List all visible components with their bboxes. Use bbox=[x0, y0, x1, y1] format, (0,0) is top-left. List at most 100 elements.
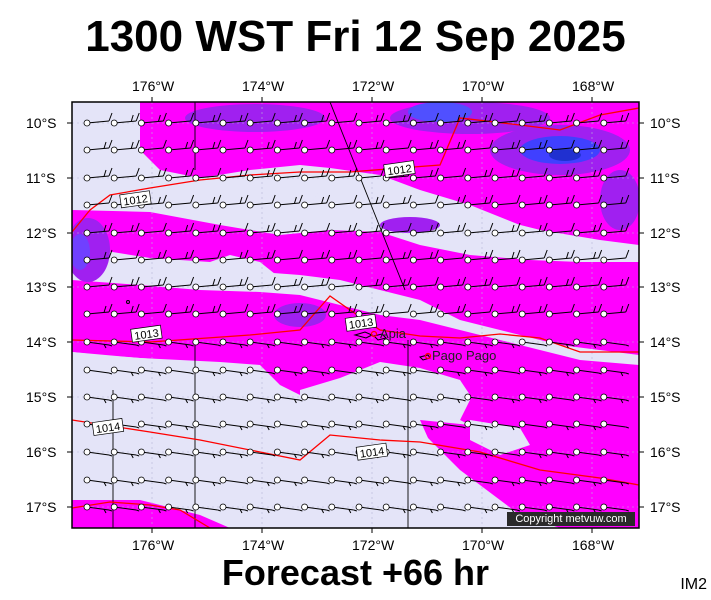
wind-barb bbox=[192, 393, 221, 404]
wind-barb bbox=[382, 338, 412, 349]
place-label-apia: Apia bbox=[380, 326, 407, 341]
lat-label-left: 17°S bbox=[26, 499, 57, 515]
isobar-label: 1013 bbox=[130, 324, 163, 343]
wind-barb bbox=[137, 303, 167, 318]
wind-barb bbox=[219, 139, 249, 154]
wind-barb bbox=[328, 194, 358, 209]
wind-barb bbox=[573, 303, 603, 318]
wind-barb bbox=[328, 303, 358, 318]
wind-barb bbox=[355, 249, 385, 264]
wind-barb bbox=[273, 420, 303, 429]
wind-barb bbox=[328, 167, 358, 182]
wind-barb bbox=[328, 476, 357, 487]
wind-barb bbox=[573, 249, 603, 264]
wind-barb bbox=[518, 194, 548, 209]
wind-barb bbox=[192, 112, 222, 127]
wind-barb bbox=[192, 476, 221, 487]
wind-barb bbox=[328, 338, 357, 349]
lat-label-right: 14°S bbox=[650, 334, 681, 350]
wind-barb bbox=[600, 112, 630, 127]
wind-barb bbox=[546, 194, 575, 209]
wind-barb bbox=[273, 249, 303, 264]
wind-barb bbox=[573, 338, 602, 349]
wind-barb bbox=[219, 276, 249, 291]
wind-barb bbox=[382, 139, 412, 154]
wind-barb bbox=[355, 303, 385, 318]
wind-barb bbox=[355, 222, 385, 237]
wind-barb bbox=[437, 503, 466, 512]
wind-barb bbox=[83, 303, 113, 318]
wind-barb bbox=[437, 448, 466, 459]
wind-barb bbox=[137, 476, 167, 485]
wind-barb bbox=[219, 222, 249, 237]
wind-barb bbox=[328, 276, 358, 291]
wind-barb bbox=[600, 420, 629, 429]
wind-barb bbox=[464, 222, 494, 237]
wind-barb bbox=[219, 167, 249, 182]
wind-barb bbox=[546, 222, 575, 237]
wind-barb bbox=[328, 503, 357, 514]
wind-barb bbox=[573, 276, 603, 291]
wind-barb bbox=[165, 112, 195, 127]
wind-barb bbox=[192, 448, 221, 459]
wind-barb bbox=[355, 112, 385, 127]
wind-barb bbox=[409, 139, 439, 154]
wind-barb bbox=[137, 503, 167, 514]
wind-barb bbox=[219, 338, 249, 349]
wind-barb bbox=[409, 448, 439, 457]
wind-barb bbox=[301, 503, 330, 514]
wind-barb bbox=[409, 393, 439, 404]
wind-barb bbox=[355, 194, 385, 209]
wind-barb bbox=[165, 249, 195, 264]
wind-barb bbox=[437, 276, 467, 291]
wind-barb bbox=[491, 476, 521, 487]
lat-label-left: 14°S bbox=[26, 334, 57, 350]
wind-barb bbox=[301, 276, 331, 291]
wind-barb bbox=[355, 420, 385, 429]
wind-barb bbox=[573, 503, 602, 514]
wind-barb bbox=[165, 448, 194, 457]
lon-label-top: 170°W bbox=[462, 78, 505, 94]
wind-barb bbox=[437, 194, 467, 209]
wind-barb bbox=[246, 222, 276, 237]
wind-barb bbox=[600, 303, 630, 318]
wind-barb bbox=[409, 503, 439, 514]
lat-label-left: 15°S bbox=[26, 389, 57, 405]
wind-barb bbox=[328, 139, 358, 154]
wind-barb bbox=[355, 393, 385, 404]
wind-barb bbox=[382, 276, 412, 291]
svg-text:1013: 1013 bbox=[348, 317, 374, 332]
wind-barb bbox=[464, 420, 493, 431]
place-markers bbox=[370, 330, 432, 360]
wind-barb bbox=[518, 476, 548, 487]
wind-barb bbox=[328, 222, 358, 237]
wind-barb bbox=[110, 366, 140, 377]
wind-barb bbox=[219, 420, 249, 431]
wind-barb bbox=[83, 167, 113, 182]
wind-barb bbox=[600, 366, 629, 377]
isobar-label: 1014 bbox=[355, 442, 389, 461]
wind-barb bbox=[110, 448, 140, 459]
wind-barb bbox=[464, 249, 494, 264]
lat-label-right: 16°S bbox=[650, 444, 681, 460]
wind-barb bbox=[518, 249, 548, 264]
wind-barb bbox=[382, 249, 412, 264]
wind-barb bbox=[409, 222, 439, 237]
lat-label-left: 10°S bbox=[26, 115, 57, 131]
wind-barb bbox=[273, 503, 303, 512]
wind-barb bbox=[437, 420, 466, 429]
lon-label-bottom: 170°W bbox=[462, 537, 505, 553]
wind-barb bbox=[165, 276, 195, 291]
wind-barb bbox=[491, 420, 521, 431]
wind-barb bbox=[110, 139, 140, 154]
wind-barb bbox=[437, 249, 467, 264]
wind-barb bbox=[165, 139, 195, 154]
wind-barb bbox=[382, 112, 412, 127]
wind-barb bbox=[491, 112, 521, 127]
wind-barb bbox=[573, 222, 603, 237]
wind-barb bbox=[110, 167, 140, 182]
wind-barb bbox=[600, 194, 630, 209]
wind-barb bbox=[573, 420, 602, 431]
wind-barb bbox=[491, 503, 521, 514]
wind-barb bbox=[137, 393, 167, 402]
